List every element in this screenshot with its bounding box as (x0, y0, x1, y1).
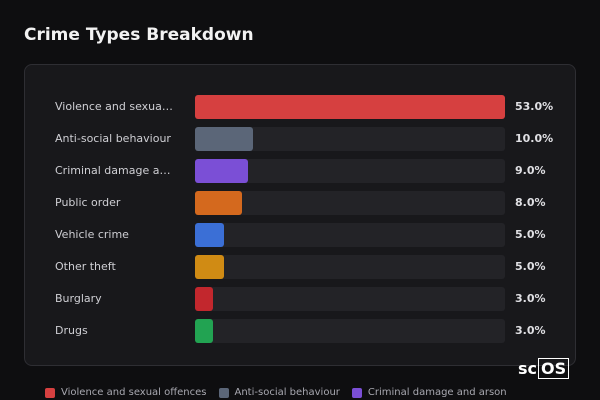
category-label: Other theft (55, 260, 116, 273)
value-label: 3.0% (515, 292, 546, 305)
value-label: 10.0% (515, 132, 554, 145)
bar-track (195, 159, 505, 183)
value-label: 9.0% (515, 164, 546, 177)
logo-box: OS (538, 358, 570, 379)
category-label: Violence and sexual offences (55, 100, 173, 113)
legend-item: Anti-social behaviour (218, 386, 340, 400)
bar (195, 191, 242, 215)
bar-track (195, 287, 505, 311)
bar (195, 287, 213, 311)
bar (195, 127, 254, 151)
value-label: 5.0% (515, 260, 546, 273)
category-label: Public order (55, 196, 121, 209)
bar (195, 255, 225, 279)
legend-item: Criminal damage and arson (351, 386, 507, 400)
value-label: 3.0% (515, 324, 546, 337)
bar-track (195, 319, 505, 343)
category-label: Drugs (55, 324, 88, 337)
value-label: 53.0% (515, 100, 554, 113)
legend-label: Anti-social behaviour (234, 387, 340, 398)
legend-item: Violence and sexual offences (45, 386, 207, 400)
chart-title: Crime Types Breakdown (24, 25, 254, 45)
bar-track (195, 95, 505, 119)
bar (195, 319, 213, 343)
logo-prefix: sc (518, 359, 538, 378)
legend-swatch (351, 388, 362, 398)
legend-label: Violence and sexual offences (61, 387, 207, 398)
legend-swatch (218, 388, 229, 398)
value-label: 8.0% (515, 196, 546, 209)
bar-track (195, 191, 505, 215)
value-label: 5.0% (515, 228, 546, 241)
bar-track (195, 255, 505, 279)
bar (195, 95, 505, 119)
category-label: Anti-social behaviour (55, 132, 171, 145)
bar-track (195, 223, 505, 247)
bar (195, 223, 225, 247)
category-label: Vehicle crime (55, 228, 129, 241)
bar (195, 159, 248, 183)
legend-label: Criminal damage and arson (367, 387, 507, 398)
bar-track (195, 127, 505, 151)
legend-swatch (45, 388, 55, 398)
category-label: Burglary (55, 292, 102, 305)
category-label: Criminal damage and arson (55, 164, 173, 177)
legend: Violence and sexual offences Anti-social … (45, 386, 575, 400)
logo: sc OS (518, 358, 570, 379)
